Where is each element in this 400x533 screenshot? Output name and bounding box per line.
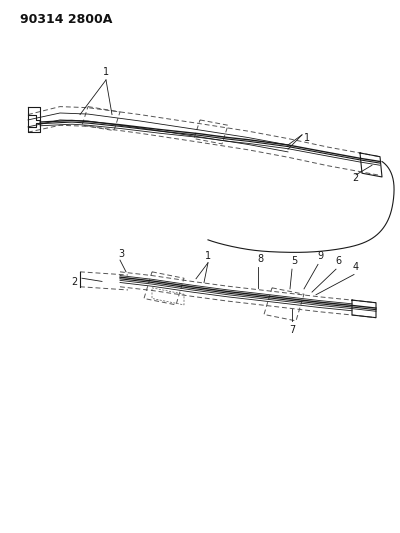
Text: 1: 1 [205, 251, 211, 261]
Text: 4: 4 [353, 262, 359, 272]
Text: 9: 9 [317, 251, 323, 261]
Text: 90314 2800A: 90314 2800A [20, 13, 112, 26]
Text: 5: 5 [291, 256, 297, 266]
Text: 1: 1 [103, 67, 109, 77]
Text: 2: 2 [72, 277, 78, 287]
Text: 3: 3 [118, 248, 124, 259]
Text: 1: 1 [304, 133, 310, 143]
Text: 2: 2 [352, 173, 358, 183]
Text: 6: 6 [335, 256, 341, 266]
Text: 7: 7 [289, 325, 295, 335]
Text: 8: 8 [257, 254, 263, 264]
